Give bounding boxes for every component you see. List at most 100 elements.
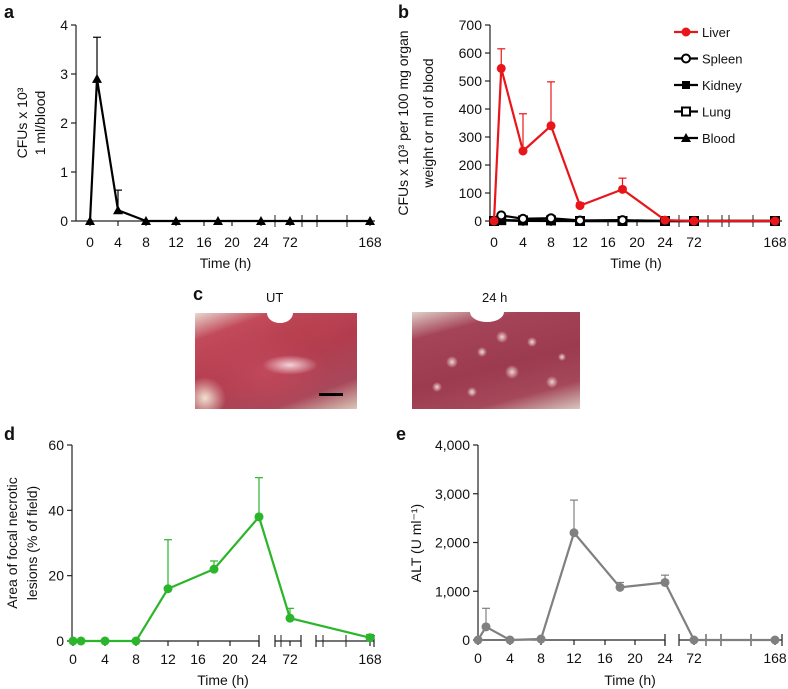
panel-label-c: c — [193, 284, 204, 304]
legend-label: Kidney — [702, 78, 742, 93]
y-tick-label: 500 — [459, 73, 483, 89]
x-tick-label: 0 — [86, 234, 94, 250]
data-point — [131, 636, 141, 646]
x-tick-label: 4 — [506, 650, 514, 666]
y-tick-label: 3,000 — [435, 486, 470, 502]
x-tick-label: 16 — [196, 234, 212, 250]
y-tick-label: 4 — [60, 17, 68, 33]
data-point — [68, 636, 78, 646]
data-point — [256, 216, 266, 225]
y-tick-label: 2 — [60, 115, 68, 131]
scale-bar — [319, 393, 343, 396]
x-tick-label: 72 — [282, 234, 298, 250]
data-point — [660, 215, 670, 225]
x-tick-label: 24 — [657, 650, 673, 666]
data-point — [575, 215, 585, 226]
x-tick-label: 8 — [537, 650, 545, 666]
x-tick-label: 12 — [168, 234, 184, 250]
y-tick-label: 1,000 — [435, 583, 470, 599]
y-tick-label: 600 — [459, 45, 483, 61]
y-tick-label: 0 — [462, 632, 470, 648]
x-tick-label: 24 — [253, 234, 269, 250]
series-necrotic-lesions — [68, 477, 375, 646]
panel-label-d: d — [4, 424, 15, 444]
data-point — [481, 622, 491, 632]
liver-photo-24h — [412, 312, 580, 409]
photo-label-24h: 24 h — [482, 290, 508, 305]
data-point — [770, 635, 780, 645]
legend-marker — [681, 133, 691, 142]
panel-label-a: a — [4, 2, 15, 22]
data-point — [171, 216, 181, 225]
data-point — [770, 216, 780, 226]
data-point — [163, 584, 173, 594]
series-spleen — [489, 210, 780, 226]
x-tick-label: 16 — [190, 651, 206, 667]
panel-label-b: b — [398, 2, 409, 22]
data-point — [497, 216, 506, 225]
y-axis-label: CFUs x 10³ per 100 mg organ — [395, 30, 411, 215]
legend-marker — [682, 81, 690, 89]
data-point — [518, 146, 528, 156]
data-point — [496, 63, 506, 73]
y-axis-label: weight or ml of blood — [420, 58, 436, 188]
data-point — [617, 215, 628, 226]
x-axis-label: Time (h) — [610, 255, 662, 271]
data-point — [615, 582, 625, 592]
x-tick-label: 16 — [600, 234, 616, 250]
data-point — [365, 633, 375, 643]
y-tick-label: 0 — [56, 633, 64, 649]
data-point — [92, 73, 102, 83]
x-tick-label: 168 — [358, 234, 382, 250]
y-tick-label: 20 — [48, 568, 64, 584]
x-tick-label: 168 — [763, 234, 787, 250]
y-tick-label: 0 — [60, 213, 68, 229]
y-axis-label: 1 ml/blood — [32, 91, 48, 156]
x-tick-label: 0 — [69, 651, 77, 667]
chart-panel-d — [67, 444, 375, 647]
legend-marker — [681, 27, 691, 37]
legend-label: Lung — [702, 105, 731, 120]
data-point — [489, 216, 499, 226]
x-tick-label: 20 — [629, 234, 645, 250]
y-axis-label: lesions (% of field) — [24, 486, 40, 600]
y-tick-label: 40 — [48, 502, 64, 518]
photo-label-ut: UT — [266, 290, 284, 305]
x-tick-label: 0 — [490, 234, 498, 250]
x-tick-label: 24 — [251, 651, 267, 667]
liver-photo-untreated — [195, 313, 357, 409]
x-tick-label: 72 — [686, 650, 702, 666]
data-point — [546, 121, 556, 131]
x-axis-label: Time (h) — [197, 672, 249, 688]
x-tick-label: 8 — [142, 234, 150, 250]
x-tick-label: 72 — [686, 234, 702, 250]
x-tick-label: 12 — [160, 651, 176, 667]
x-tick-label: 20 — [224, 234, 240, 250]
data-point — [518, 213, 528, 224]
x-tick-label: 4 — [114, 234, 122, 250]
legend-item-lung — [674, 106, 698, 117]
data-point — [365, 216, 375, 225]
legend-item-kidney — [674, 81, 698, 89]
y-tick-label: 700 — [459, 17, 483, 33]
panel-label-e: e — [396, 424, 407, 444]
chart-panel-a — [71, 24, 375, 227]
y-axis-label: Area of focal necrotic — [4, 477, 20, 609]
legend-marker — [681, 53, 691, 64]
x-tick-label: 4 — [101, 651, 109, 667]
series-line — [88, 77, 370, 223]
legend-item-liver — [674, 27, 698, 37]
y-tick-label: 200 — [459, 157, 483, 173]
x-axis-label: Time (h) — [604, 672, 656, 688]
y-axis-label: ALT (U ml⁻¹) — [408, 504, 424, 582]
chart-panel-e — [473, 444, 783, 646]
photo-notch — [267, 313, 293, 323]
x-tick-label: 20 — [222, 651, 238, 667]
x-tick-label: 168 — [358, 651, 382, 667]
series-liver — [489, 48, 780, 226]
x-tick-label: 24 — [657, 234, 673, 250]
x-tick-label: 8 — [547, 234, 555, 250]
data-point — [100, 636, 110, 646]
data-point — [76, 636, 86, 646]
x-tick-label: 20 — [627, 650, 643, 666]
